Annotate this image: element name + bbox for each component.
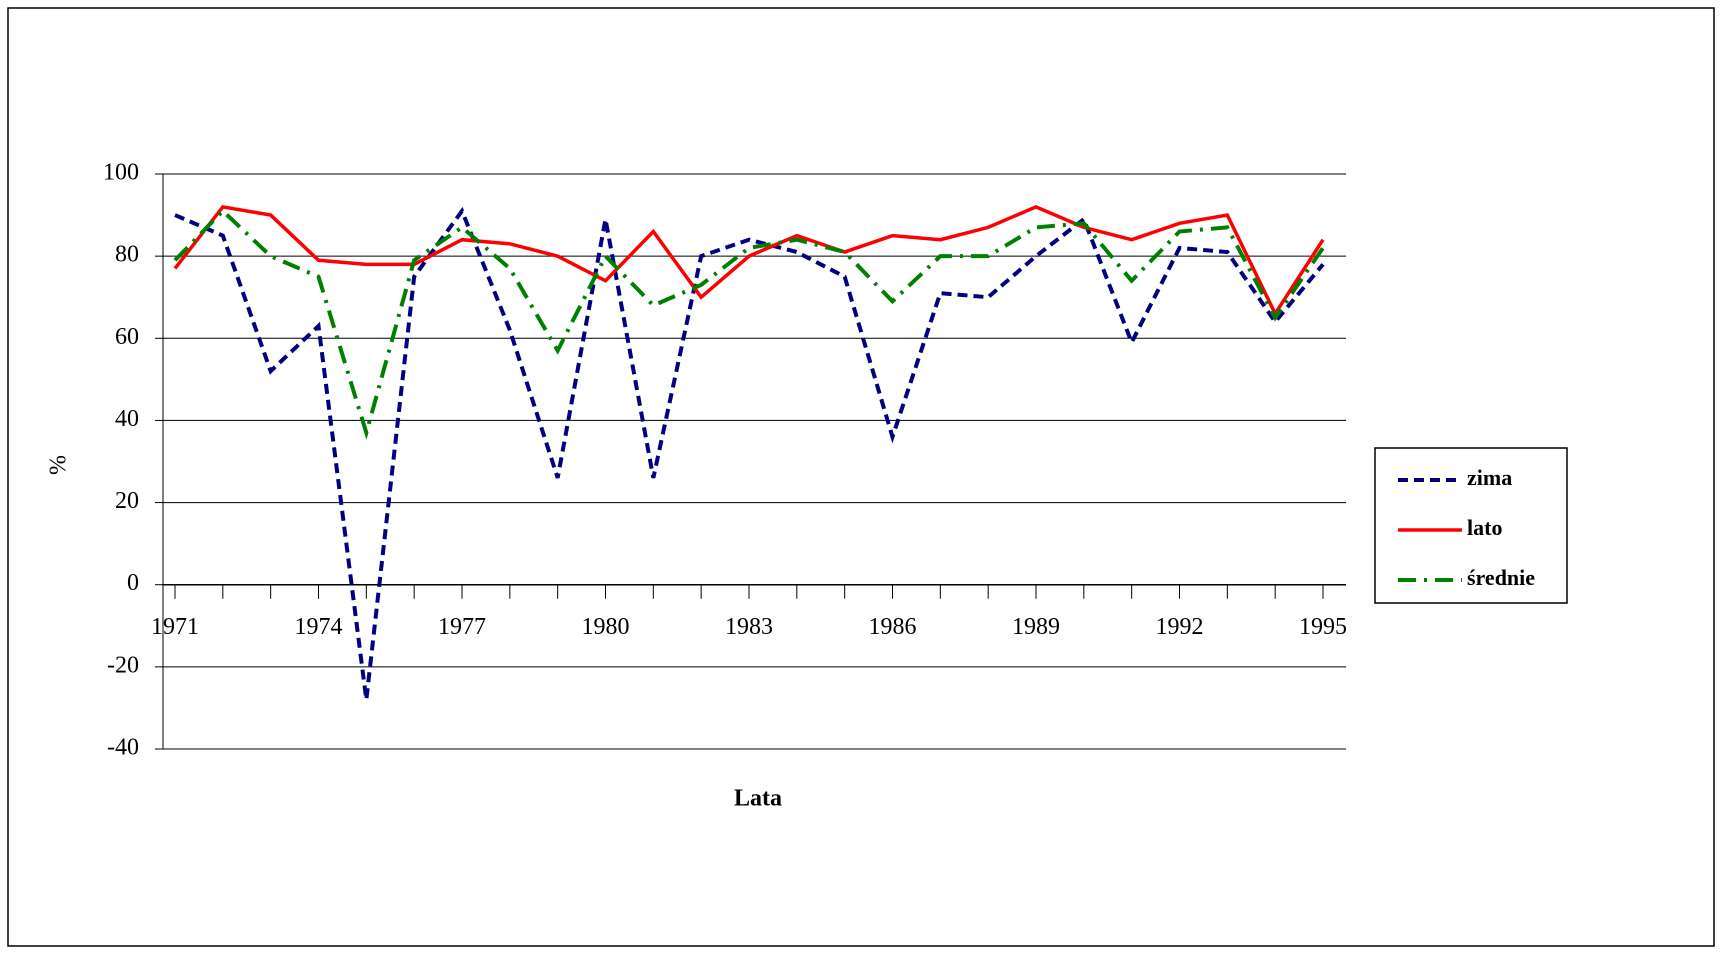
y-tick-label: -40 xyxy=(107,735,139,761)
y-tick-label: -20 xyxy=(107,652,139,678)
x-tick-label: 1986 xyxy=(869,614,917,640)
x-tick-label: 1989 xyxy=(1012,614,1060,640)
y-tick-label: 80 xyxy=(115,242,139,268)
x-tick-label: 1992 xyxy=(1156,614,1204,640)
x-tick-label: 1971 xyxy=(151,614,199,640)
series-line xyxy=(173,208,1325,440)
legend-label: lato xyxy=(1467,515,1502,540)
series-line xyxy=(173,204,1325,318)
series-line xyxy=(174,206,1325,700)
y-axis-title: % xyxy=(46,455,72,475)
x-axis-title: Lata xyxy=(734,786,782,812)
legend-label: zima xyxy=(1467,465,1512,490)
x-tick-label: 1977 xyxy=(438,614,486,640)
x-tick-label: 1995 xyxy=(1299,614,1347,640)
legend-label: średnie xyxy=(1467,565,1535,590)
x-tick-label: 1974 xyxy=(295,614,343,640)
x-tick-label: 1983 xyxy=(725,614,773,640)
y-tick-label: 20 xyxy=(115,488,139,514)
y-tick-label: 0 xyxy=(127,570,139,596)
y-tick-label: 60 xyxy=(115,324,139,350)
y-tick-label: 40 xyxy=(115,406,139,432)
legend-box xyxy=(1374,447,1568,604)
y-tick-label: 100 xyxy=(103,160,139,186)
x-tick-label: 1980 xyxy=(582,614,630,640)
